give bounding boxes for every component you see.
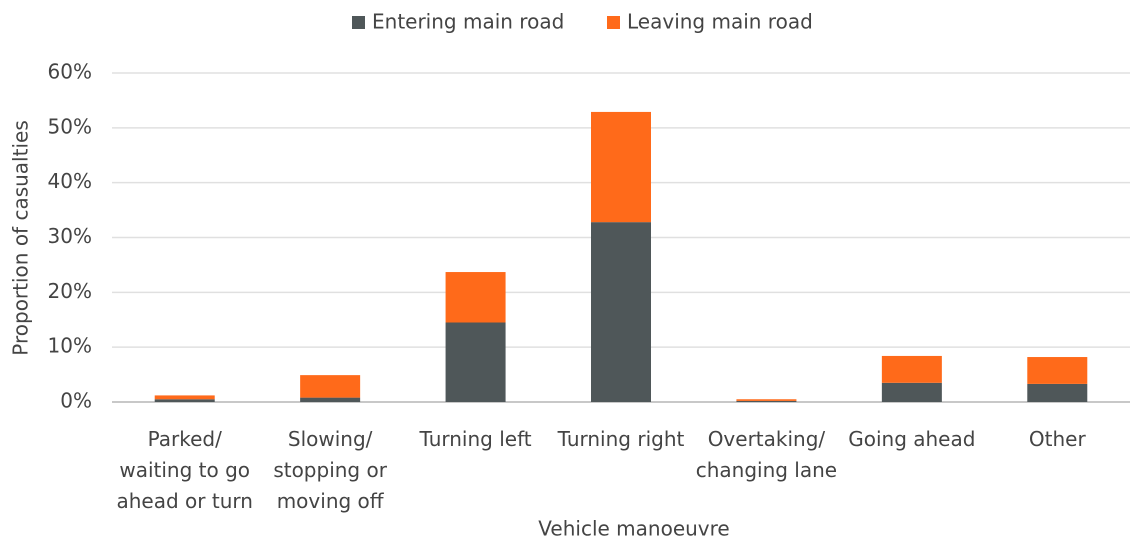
x-tick-label: Going ahead [848,427,976,451]
y-tick-label: 10% [48,334,92,358]
x-tick-label: Turning right [557,427,685,451]
bar-segment [154,395,215,400]
bar-segment [300,375,361,398]
bar-segment [154,399,215,402]
bar-segment [736,400,797,402]
bar-segment [445,272,506,323]
bar-segment [445,322,506,402]
x-tick-label: Slowing/ stopping or moving off [273,427,387,513]
bar-segment [1027,383,1088,402]
legend-swatch [607,16,620,29]
legend-label: Entering main road [372,10,564,34]
legend-swatch [352,16,365,29]
x-axis-label: Vehicle manoeuvre [538,517,729,541]
bar-segment [736,399,797,401]
bar-segment [881,355,942,383]
bar-segment [591,222,651,402]
legend-label: Leaving main road [627,10,813,34]
x-tick-label: Overtaking/ changing lane [695,427,838,482]
bar-segment [881,382,942,402]
y-tick-label: 30% [48,224,92,248]
y-tick-label: 50% [48,114,92,138]
y-tick-label: 60% [48,60,92,84]
y-tick-label: 20% [48,279,92,303]
bar-segment [300,397,361,402]
y-tick-label: 40% [48,169,92,193]
bar-segment [1027,357,1088,384]
y-tick-label: 0% [60,389,92,413]
x-tick-label: Other [1028,427,1086,451]
bar-segment [591,111,651,223]
x-tick-label: Turning left [419,427,532,451]
y-axis-label: Proportion of casualties [9,120,33,355]
x-tick-label: Parked/ waiting to go ahead or turn [116,427,253,513]
